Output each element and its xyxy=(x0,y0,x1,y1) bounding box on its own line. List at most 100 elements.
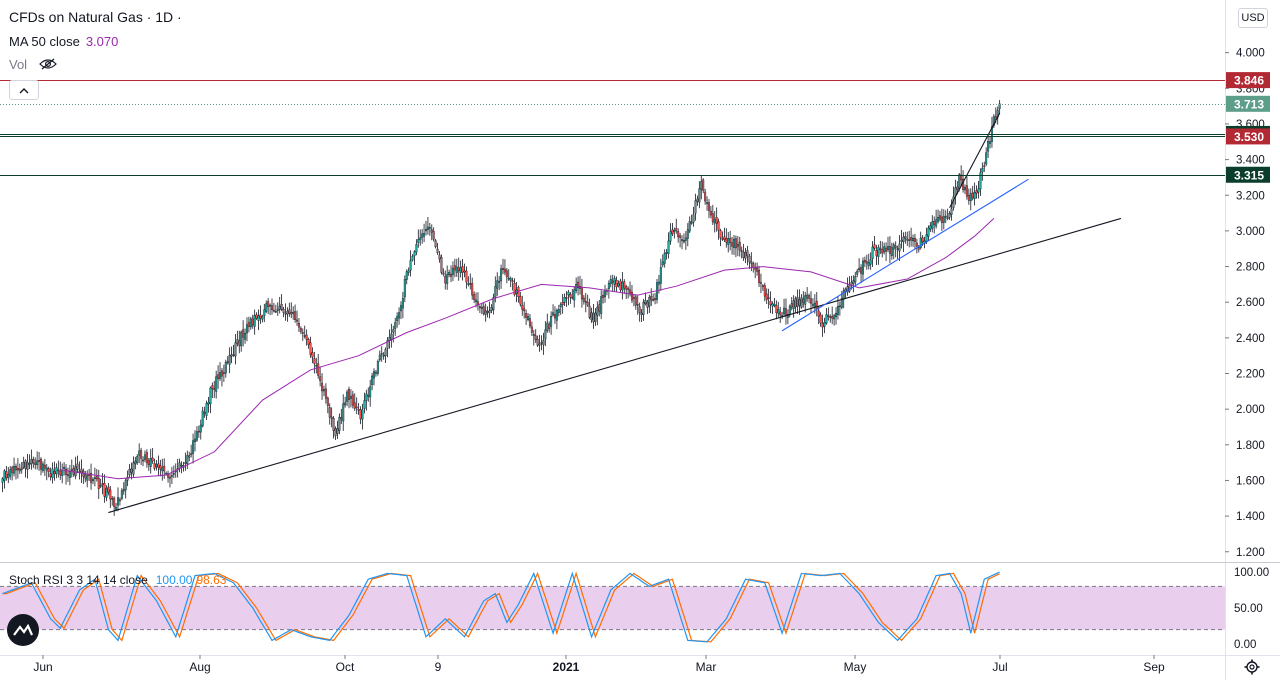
candle xyxy=(380,346,383,362)
candle-body xyxy=(913,237,916,242)
candle xyxy=(931,215,934,233)
currency-button[interactable]: USD xyxy=(1238,8,1268,28)
candle-body xyxy=(326,397,329,406)
candle-body xyxy=(153,463,156,469)
candle-body xyxy=(532,334,535,336)
candle-body xyxy=(421,233,424,238)
candle-body xyxy=(819,314,822,324)
candle xyxy=(844,287,847,299)
candle-body xyxy=(34,462,37,465)
stoch-k-value: 100.00 xyxy=(155,573,193,587)
candle xyxy=(792,295,795,318)
settings-gear-icon[interactable] xyxy=(1243,658,1261,676)
candle xyxy=(586,294,589,307)
stoch-legend[interactable]: Stoch RSI 3 3 14 14 close 100.00 98.63 xyxy=(9,572,226,588)
eye-hidden-icon[interactable] xyxy=(38,58,57,74)
collapse-legend-button[interactable] xyxy=(9,80,39,100)
candle-body xyxy=(303,335,306,337)
candle xyxy=(573,286,576,308)
candle xyxy=(579,275,582,295)
candle xyxy=(675,218,678,234)
candle-body xyxy=(553,314,556,319)
candle xyxy=(900,229,903,249)
candle-body xyxy=(313,358,316,364)
candle xyxy=(567,290,570,306)
volume-legend[interactable]: Vol xyxy=(9,57,57,74)
candle xyxy=(933,216,936,234)
candle-body xyxy=(609,279,612,284)
candle-body xyxy=(761,285,764,287)
candle-body xyxy=(602,294,605,298)
candle xyxy=(835,307,838,325)
candle xyxy=(503,259,506,276)
candle-body xyxy=(471,282,474,296)
candle xyxy=(426,216,429,235)
candle-body xyxy=(251,318,254,326)
candle-body xyxy=(965,185,968,197)
candle-body xyxy=(51,468,54,478)
candle-body xyxy=(752,263,755,268)
candle xyxy=(392,325,395,343)
symbol-legend[interactable]: CFDs on Natural Gas · 1D · xyxy=(9,9,182,26)
candle-body xyxy=(263,309,266,316)
candle-body xyxy=(657,281,660,285)
candle xyxy=(690,214,693,225)
candle-body xyxy=(332,417,335,431)
tradingview-logo-icon[interactable] xyxy=(7,614,39,646)
candle-body xyxy=(715,217,718,224)
candle-body xyxy=(956,186,959,190)
candle xyxy=(784,298,787,325)
candle-body xyxy=(623,281,626,289)
candle-body xyxy=(132,462,135,475)
candle xyxy=(989,135,992,149)
candle xyxy=(107,482,110,496)
ma-label: MA 50 close xyxy=(9,34,80,49)
candle xyxy=(609,275,612,288)
candle xyxy=(332,416,335,439)
candle-body xyxy=(103,483,106,497)
candle xyxy=(964,184,967,195)
candle-body xyxy=(165,472,168,475)
candle xyxy=(973,182,976,206)
candle-body xyxy=(898,243,901,252)
candle xyxy=(598,299,601,317)
candle-body xyxy=(97,477,100,489)
candle-body xyxy=(126,476,129,481)
candle xyxy=(555,308,558,330)
price-label-bg xyxy=(1226,95,1270,112)
candle-body xyxy=(380,353,383,355)
candle-body xyxy=(682,240,685,243)
candle xyxy=(386,336,389,358)
candle xyxy=(715,207,718,232)
candle xyxy=(465,266,468,289)
candle xyxy=(577,276,580,296)
candle-body xyxy=(386,340,389,349)
candle xyxy=(987,134,990,158)
candle-body xyxy=(236,339,239,344)
candle-body xyxy=(821,323,824,328)
candle-body xyxy=(713,219,716,224)
candle-body xyxy=(461,266,464,273)
candle xyxy=(496,272,499,296)
candle xyxy=(659,258,662,291)
candle-body xyxy=(305,334,308,340)
candle-body xyxy=(244,333,247,340)
candle-body xyxy=(517,287,520,297)
candle-body xyxy=(309,342,312,355)
candle xyxy=(623,279,626,294)
candle-body xyxy=(118,499,121,502)
ma-legend[interactable]: MA 50 close 3.070 xyxy=(9,34,118,50)
candle xyxy=(419,229,422,246)
candle xyxy=(750,252,753,272)
candle xyxy=(344,396,347,408)
candle xyxy=(638,302,641,322)
candle xyxy=(500,264,503,289)
candle xyxy=(149,448,152,474)
candle-body xyxy=(49,473,52,478)
candle-body xyxy=(172,473,175,475)
candle xyxy=(140,447,143,465)
candle-body xyxy=(465,270,468,283)
candle xyxy=(116,487,119,512)
candle xyxy=(625,284,628,299)
